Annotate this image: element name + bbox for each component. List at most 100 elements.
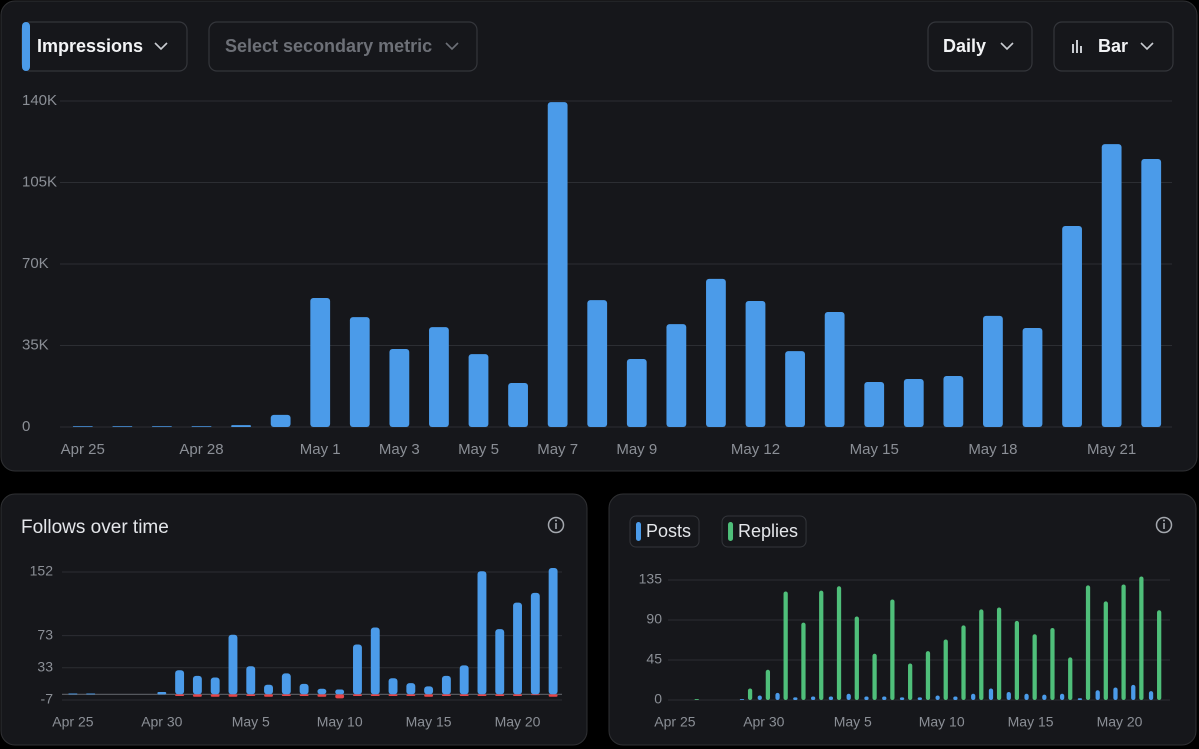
legend-item[interactable]: Posts [629,515,700,548]
bar [299,683,309,695]
bar [1095,690,1100,700]
bar [757,695,762,700]
bar [899,697,905,700]
info-icon[interactable] [547,516,565,534]
bar [72,426,93,427]
bar [801,622,806,700]
bar [477,694,487,696]
bar [626,359,647,427]
x-tick-label: May 15 [1008,714,1054,730]
chart-type-button[interactable]: Bar [1053,21,1174,72]
bar [775,692,780,700]
button-bg [208,21,478,72]
bar [943,639,948,700]
bar [854,616,859,700]
bar [370,627,380,695]
bar [864,696,869,700]
chevron [154,42,168,51]
y-tick-label: 90 [646,611,662,627]
bar [1032,634,1037,700]
bar [495,629,505,695]
x-tick-label: Apr 25 [52,714,93,730]
legend-swatch [636,522,641,541]
info-icon[interactable] [1155,516,1173,534]
bar [152,426,172,427]
bar [495,694,505,696]
bar [996,607,1002,700]
button-label: Select secondary metric [225,36,432,56]
y-tick-label: 73 [37,626,53,642]
button-bg [1053,21,1174,72]
legend-box [629,515,700,548]
bar [666,324,687,427]
x-tick-label: May 18 [968,441,1017,458]
x-tick-label: Apr 30 [743,714,784,730]
bar [917,697,922,700]
x-tick-label: May 9 [616,441,657,458]
bar [388,694,398,696]
legend-item[interactable]: Replies [721,515,807,548]
bar [846,693,851,700]
bar [828,696,834,700]
secondary-metric-button[interactable]: Select secondary metric [208,21,478,72]
bar [979,609,984,700]
y-tick-label: 0 [654,691,662,707]
bar [983,315,1003,427]
x-tick-label: May 20 [1097,714,1143,730]
bar [388,678,398,695]
bar [961,625,966,700]
interval-button[interactable]: Daily [927,21,1033,72]
button-label: Bar [1098,36,1128,56]
bar [935,695,940,700]
bar [1121,584,1126,700]
bar [353,694,362,696]
chevron [1140,42,1154,51]
bar [192,694,202,697]
bar [459,694,469,696]
metric-color [22,22,30,71]
y-tick-label: 135 [639,571,663,587]
bar [819,590,824,700]
bar [210,677,220,695]
bar [459,665,469,695]
bar [747,688,753,700]
bar [370,694,380,696]
bar [389,348,410,427]
chevron [1000,42,1014,51]
x-tick-label: Apr 25 [654,714,695,730]
button-bg [927,21,1033,72]
bar [157,691,167,695]
bar [872,653,877,700]
bar [908,663,913,700]
bar [1131,684,1136,700]
bar [548,567,558,695]
bar [175,670,185,695]
y-tick-label: 45 [646,651,662,667]
y-tick-label: 105K [22,173,57,190]
bar [1062,226,1082,427]
bar [508,382,528,427]
bar [424,694,434,697]
primary-metric-button[interactable]: Impressions [21,21,188,72]
bar [1042,694,1047,700]
bar [281,673,291,695]
legend-label: Replies [738,521,798,541]
bar [953,696,958,700]
x-tick-label: May 10 [317,714,363,730]
bar [810,696,816,700]
bar [477,571,487,695]
bar [270,414,291,427]
bar [112,426,133,427]
y-tick-label: 0 [22,418,30,435]
bar [1141,158,1162,427]
bar [1148,691,1154,700]
x-tick-label: May 15 [406,714,452,730]
bar [1014,620,1020,700]
bar [1157,610,1162,700]
bar [1113,687,1118,700]
bar [335,689,345,695]
bar [281,694,291,696]
bar [246,666,256,695]
x-tick-label: May 5 [458,441,499,458]
